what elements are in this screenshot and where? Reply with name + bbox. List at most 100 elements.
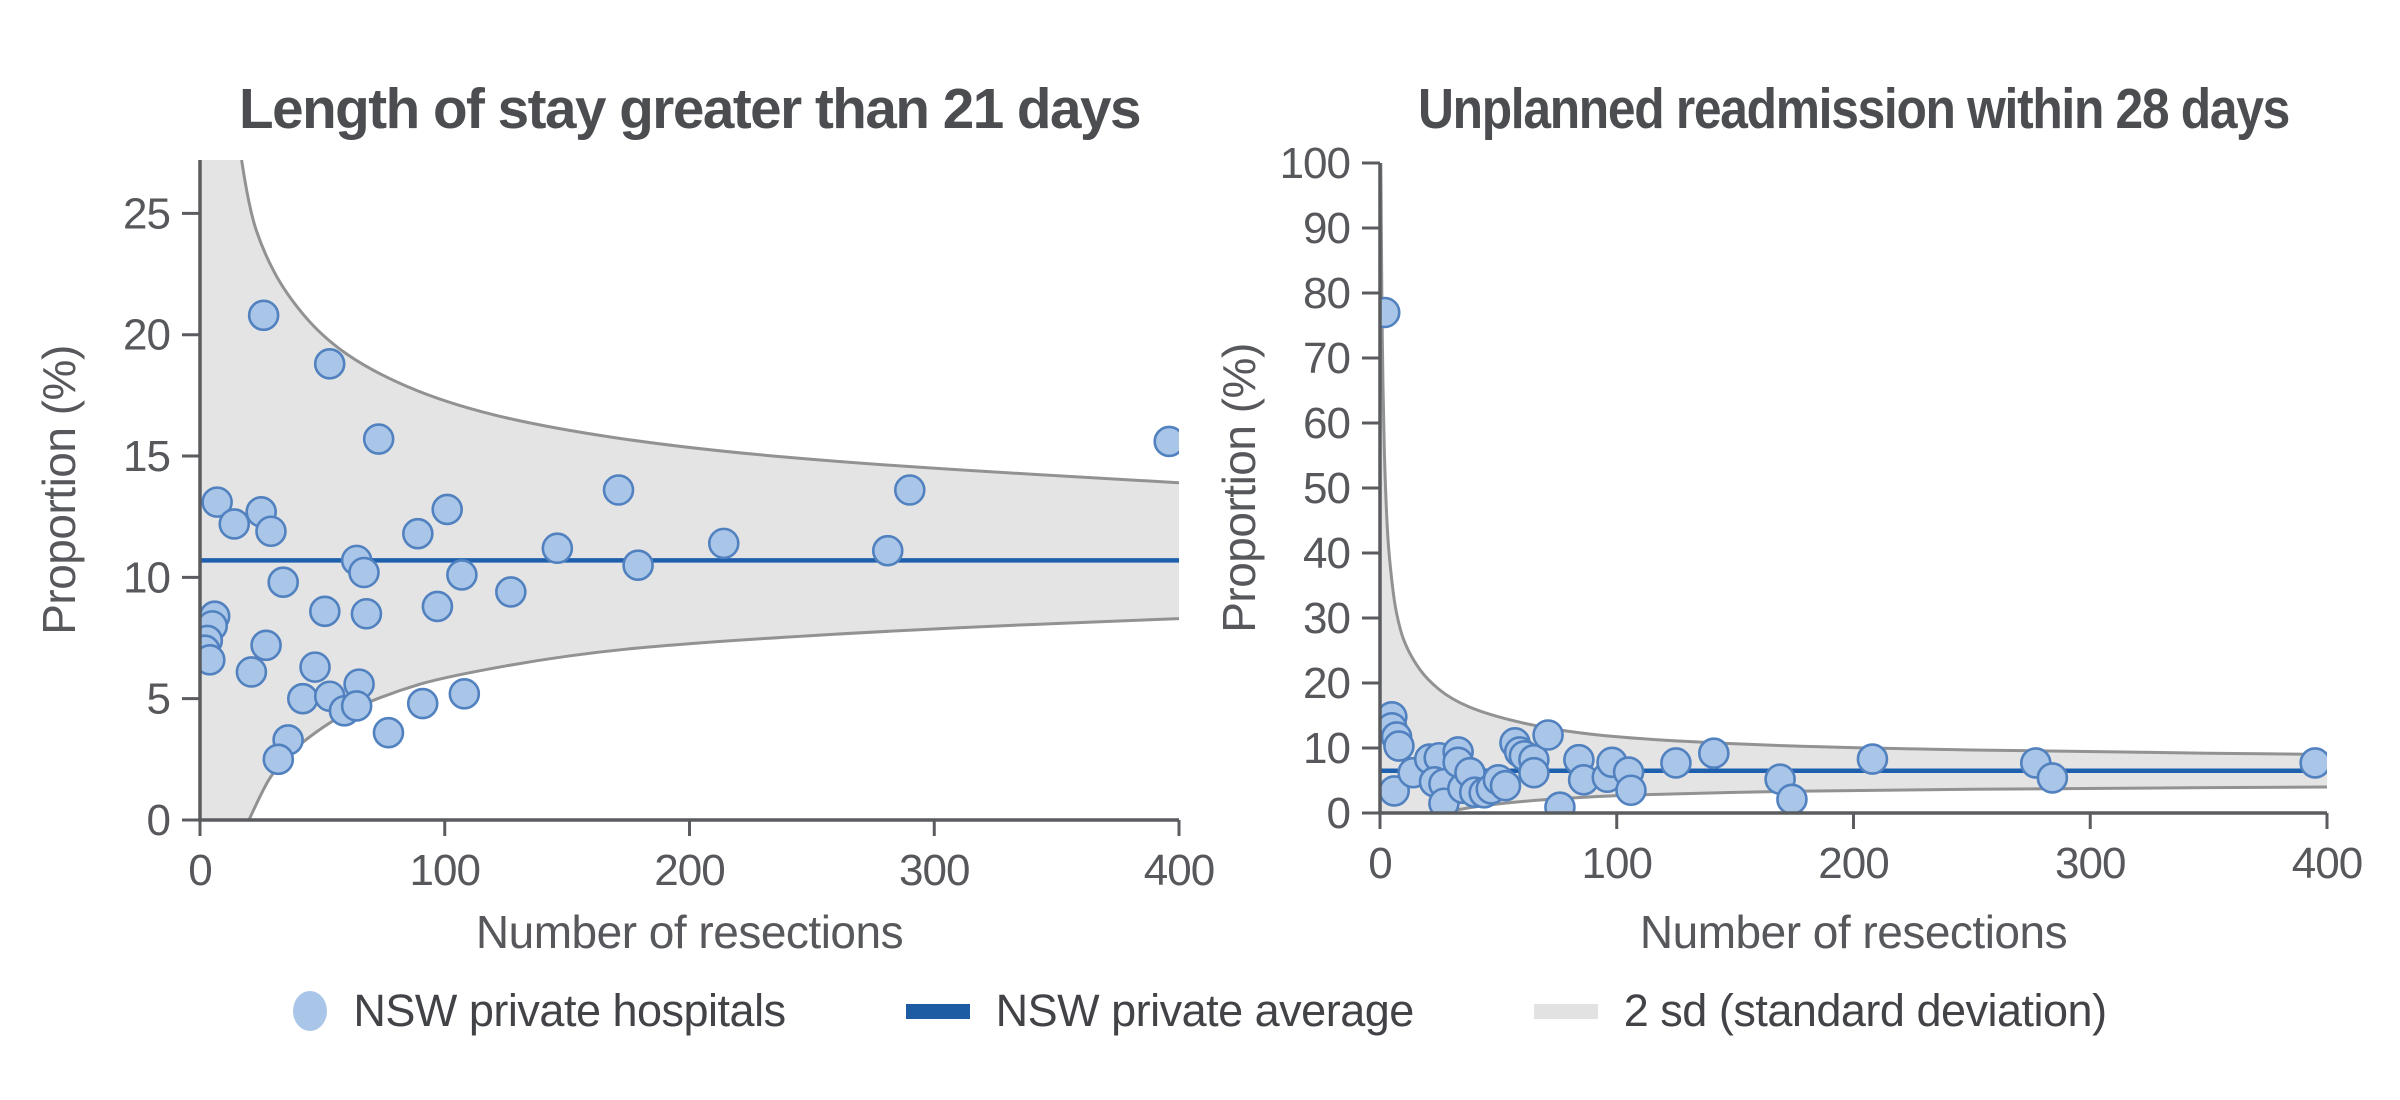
x-tick-label: 200 (654, 846, 724, 895)
y-tick-label: 90 (1303, 204, 1350, 253)
hospital-dot-swatch-icon (293, 991, 328, 1031)
data-point (313, 348, 346, 380)
y-tick-label: 0 (1327, 789, 1350, 838)
data-point (348, 556, 380, 589)
sd-band-upper-curve (240, 160, 1179, 485)
y-tick-label: 20 (1303, 659, 1350, 708)
y-tick-label: 60 (1303, 399, 1350, 448)
x-axis-title: Number of resections (476, 906, 903, 958)
data-point (362, 423, 395, 455)
y-tick-label: 80 (1303, 269, 1350, 318)
data-point (262, 743, 295, 776)
y-tick-label: 5 (147, 675, 170, 724)
data-points (1380, 296, 2327, 813)
data-point (2299, 747, 2327, 779)
x-tick-label: 100 (410, 846, 480, 895)
y-tick-label: 10 (123, 553, 170, 602)
y-tick-label: 50 (1303, 464, 1350, 513)
data-point (286, 682, 319, 715)
data-point (431, 493, 463, 526)
legend-label: 2 sd (standard deviation) (1623, 985, 2107, 1036)
y-tick-label: 100 (1280, 139, 1350, 188)
y-tick-label: 25 (123, 189, 170, 238)
chart-title: Length of stay greater than 21 days (239, 77, 1140, 141)
data-point (707, 527, 740, 560)
data-point (1776, 783, 1808, 813)
x-tick-label: 100 (1582, 839, 1652, 888)
legend-item-average: NSW private average (905, 985, 1415, 1037)
data-point (1544, 791, 1576, 813)
data-point (1615, 774, 1647, 807)
x-tick-label: 300 (2055, 839, 2125, 888)
sd-band-area (200, 160, 1179, 820)
y-tick-label: 40 (1303, 529, 1350, 578)
x-tick-label: 0 (1368, 839, 1391, 888)
data-point (1380, 296, 1401, 329)
data-point (267, 566, 300, 599)
data-point (1660, 747, 1692, 779)
data-point (1153, 425, 1179, 458)
data-point (218, 508, 251, 540)
data-point (1380, 775, 1411, 807)
chart-title: Unplanned readmission within 28 days (1418, 77, 2289, 141)
sd-band-area (1380, 163, 2327, 813)
legend-item-hospitals: NSW private hospitals (293, 985, 786, 1037)
chart-legend: NSW private hospitals NSW private averag… (0, 985, 2400, 1037)
y-tick-label: 15 (123, 432, 170, 481)
data-point (350, 597, 383, 630)
data-point (235, 656, 268, 688)
average-line-swatch-icon (905, 1003, 970, 1019)
y-axis-title: Proportion (%) (1213, 343, 1265, 633)
data-point (602, 474, 635, 506)
data-point (406, 687, 439, 720)
data-point (299, 651, 331, 683)
y-tick-label: 70 (1303, 334, 1350, 383)
data-point (250, 629, 282, 662)
data-point (622, 549, 654, 582)
sd-band-upper-curve (1380, 163, 2327, 756)
x-tick-label: 400 (1144, 846, 1214, 895)
data-point (1489, 769, 1522, 802)
data-point (1856, 743, 1889, 775)
data-point (200, 644, 226, 676)
x-tick-label: 0 (188, 846, 211, 895)
chart-readmission-28-days: 0 100 200 300 400 0 10 20 30 40 50 60 70 80 90 100 Unpla… (1213, 77, 2363, 958)
data-points (200, 299, 1179, 776)
sd-band-lower-curve (1438, 785, 2327, 813)
data-point (372, 716, 405, 749)
legend-label: NSW private hospitals (353, 985, 786, 1036)
y-axis-title: Proportion (%) (33, 345, 85, 635)
y-tick-label: 10 (1303, 724, 1350, 773)
chart-los-gt-21-days: 0 100 200 300 400 0 5 10 15 20 25 Length of stay gr… (33, 77, 1215, 958)
data-point (495, 576, 527, 608)
data-point (247, 299, 280, 332)
legend-label: NSW private average (995, 985, 1415, 1036)
data-point (255, 515, 287, 548)
legend-item-2sd: 2 sd (standard deviation) (1533, 985, 2107, 1037)
data-point (340, 690, 373, 722)
x-tick-label: 400 (2292, 839, 2362, 888)
data-point (446, 559, 478, 591)
data-point (893, 474, 926, 506)
data-point (1698, 737, 1730, 770)
data-point (448, 678, 481, 710)
data-point (1518, 756, 1550, 789)
x-axis-title: Number of resections (1640, 906, 2067, 958)
data-point (2036, 762, 2069, 794)
data-point (421, 590, 454, 623)
x-tick-label: 300 (899, 846, 969, 895)
y-tick-label: 0 (147, 796, 170, 845)
data-point (402, 517, 434, 550)
sd-band-swatch-icon (1533, 1003, 1598, 1019)
data-point (871, 534, 904, 567)
data-point (309, 595, 341, 628)
y-tick-label: 30 (1303, 594, 1350, 643)
x-tick-label: 200 (1818, 839, 1888, 888)
data-point (1532, 719, 1564, 751)
data-point (201, 486, 233, 518)
data-point (541, 532, 574, 565)
y-tick-label: 20 (123, 311, 170, 360)
data-point (1383, 730, 1415, 762)
